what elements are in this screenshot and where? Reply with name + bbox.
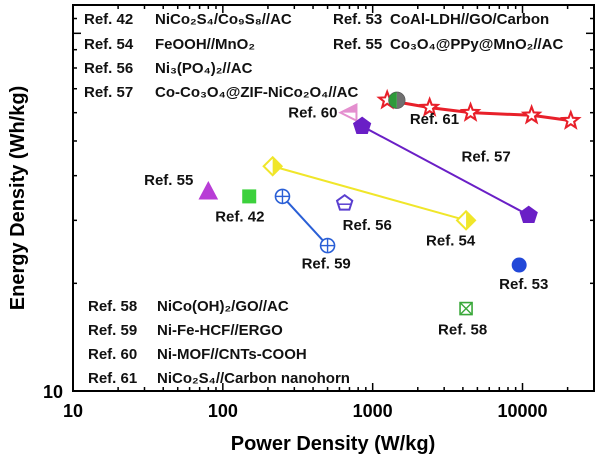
data-point-fill <box>272 157 282 176</box>
data-point <box>198 180 219 200</box>
y-tick-label: 10 <box>43 382 63 402</box>
data-point-inner <box>381 94 393 105</box>
y-axis-title: Energy Density (Wh/kg) <box>7 86 29 310</box>
plot-frame <box>72 4 595 392</box>
axis-ticks <box>72 4 595 392</box>
series-label: Ref. 56 <box>343 217 392 234</box>
series-line <box>361 125 530 217</box>
legend-material: Ni₃(PO₄)₂//AC <box>155 60 253 77</box>
legend-ref: Ref. 61 <box>88 370 137 387</box>
data-point <box>519 205 538 224</box>
legend-ref: Ref. 56 <box>84 60 133 77</box>
x-tick-label: 10 <box>63 401 83 421</box>
series-label: Ref. 53 <box>499 276 548 293</box>
series-label: Ref. 54 <box>426 232 476 249</box>
legend-material: Ni-MOF//CNTs-COOH <box>157 346 307 363</box>
legend-material: Co-Co₃O₄@ZIF-NiCo₂O₄//AC <box>155 84 358 101</box>
x-tick-label: 100 <box>208 401 238 421</box>
tick-labels: 10 100 1000 10000 10 <box>43 382 548 421</box>
series-label: Ref. 60 <box>288 105 337 122</box>
legend-ref: Ref. 54 <box>84 36 134 53</box>
data-point-fill <box>459 302 473 316</box>
data-point-fill <box>340 104 357 113</box>
data-point-fill <box>396 92 405 109</box>
series-label: Ref. 42 <box>215 208 264 225</box>
legend-material: CoAl-LDH//GO/Carbon <box>390 11 549 28</box>
legend-ref: Ref. 53 <box>333 11 382 28</box>
series-line <box>272 165 467 222</box>
series-label: Ref. 61 <box>410 111 459 128</box>
legend-material: Ni-Fe-HCF//ERGO <box>157 322 283 339</box>
legend-material: FeOOH//MnO₂ <box>155 36 255 53</box>
series-line <box>281 195 329 247</box>
data-point-fill <box>388 92 397 109</box>
legend-ref: Ref. 60 <box>88 346 137 363</box>
legend-ref: Ref. 55 <box>333 36 382 53</box>
legend-material: NiCo(OH)₂/GO//AC <box>157 298 289 315</box>
legend-material: NiCo₂S₄/Co₉S₈//AC <box>155 11 292 28</box>
series-label: Ref. 59 <box>302 256 351 273</box>
legend-ref: Ref. 58 <box>88 298 137 315</box>
series-label: Ref. 57 <box>462 148 511 165</box>
legend-ref: Ref. 57 <box>84 84 133 101</box>
legend-material: NiCo₂S₄//Carbon nanohorn <box>157 370 350 387</box>
data-point-fill <box>466 211 476 230</box>
series-label: Ref. 58 <box>438 322 487 339</box>
data-point <box>352 116 372 134</box>
data-point <box>511 257 527 273</box>
series-markers <box>198 88 582 316</box>
data-point-inner <box>465 107 476 118</box>
legend-text: Ref. 42 NiCo₂S₄/Co₉S₈//AC Ref. 53 CoAl-LDH/… <box>84 11 564 387</box>
series-label: Ref. 55 <box>144 172 193 189</box>
legend-ref: Ref. 59 <box>88 322 137 339</box>
x-axis-title: Power Density (W/kg) <box>231 433 435 455</box>
data-point-inner <box>565 115 577 126</box>
data-point <box>242 189 257 204</box>
x-tick-label: 10000 <box>497 401 547 421</box>
data-point-inner <box>526 109 537 120</box>
x-tick-label: 1000 <box>353 401 393 421</box>
legend-ref: Ref. 42 <box>84 11 133 28</box>
legend-material: Co₃O₄@PPy@MnO₂//AC <box>390 36 564 53</box>
data-point <box>335 193 354 211</box>
data-point-inner <box>424 102 435 113</box>
